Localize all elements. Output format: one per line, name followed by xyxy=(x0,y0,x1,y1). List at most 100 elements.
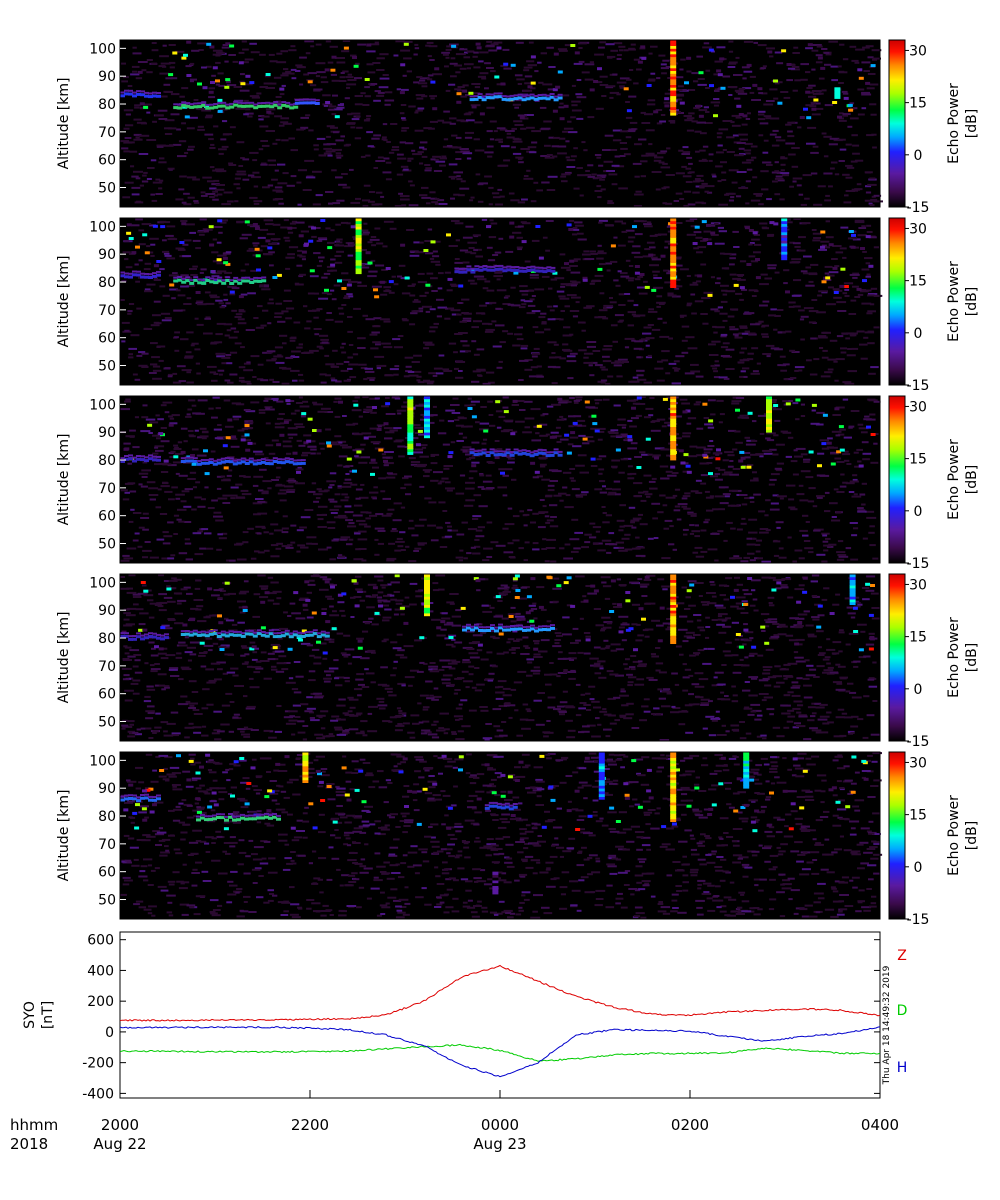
layer-pixel xyxy=(257,104,263,108)
noise-pixel xyxy=(366,115,372,117)
layer-pixel xyxy=(538,269,544,273)
echo-pixel xyxy=(698,71,704,75)
noise-pixel xyxy=(706,462,713,464)
noise-pixel xyxy=(129,429,136,432)
noise-pixel xyxy=(192,486,197,489)
noise-pixel xyxy=(216,262,225,265)
noise-pixel xyxy=(443,465,453,467)
noise-pixel xyxy=(859,493,866,496)
noise-pixel xyxy=(681,325,690,328)
noise-pixel xyxy=(869,525,875,528)
noise-pixel xyxy=(383,427,393,430)
noise-pixel xyxy=(156,538,165,541)
noise-pixel xyxy=(749,91,755,94)
noise-pixel xyxy=(679,198,685,200)
noise-pixel xyxy=(540,155,551,157)
noise-pixel xyxy=(215,299,223,302)
noise-pixel xyxy=(853,493,858,496)
noise-pixel xyxy=(871,49,882,52)
noise-pixel xyxy=(777,309,784,311)
noise-pixel xyxy=(350,112,361,115)
noise-pixel xyxy=(410,463,420,466)
noise-pixel xyxy=(217,369,225,372)
echo-pixel xyxy=(181,56,187,60)
noise-pixel xyxy=(265,108,276,111)
noise-pixel xyxy=(710,364,715,367)
noise-pixel xyxy=(253,513,261,516)
noise-pixel xyxy=(492,345,502,348)
noise-pixel xyxy=(862,458,870,461)
noise-pixel xyxy=(474,149,485,152)
noise-pixel xyxy=(342,415,347,417)
noise-pixel xyxy=(763,139,769,142)
echo-pixel xyxy=(641,56,647,60)
noise-pixel xyxy=(596,458,602,461)
noise-pixel xyxy=(358,523,368,526)
echo-pixel xyxy=(839,284,845,288)
noise-pixel xyxy=(492,448,498,451)
noise-pixel xyxy=(631,399,636,402)
noise-pixel xyxy=(811,229,817,231)
layer-edge-pixel xyxy=(526,266,532,269)
noise-pixel xyxy=(243,113,249,116)
noise-pixel xyxy=(600,381,606,384)
noise-pixel xyxy=(709,440,714,442)
noise-pixel xyxy=(701,297,711,300)
noise-pixel xyxy=(264,397,272,400)
noise-pixel xyxy=(531,295,536,297)
echo-pixel xyxy=(160,225,166,229)
noise-pixel xyxy=(150,193,155,196)
noise-pixel xyxy=(482,559,490,562)
echo-pixel xyxy=(143,105,149,109)
noise-pixel xyxy=(430,158,436,161)
noise-pixel xyxy=(197,530,203,533)
noise-pixel xyxy=(426,421,435,424)
echo-pixel xyxy=(773,79,778,83)
echo-pixel xyxy=(717,73,723,77)
noise-pixel xyxy=(375,203,383,206)
noise-pixel xyxy=(430,97,435,100)
layer-edge-pixel xyxy=(541,93,547,96)
noise-pixel xyxy=(806,142,816,145)
noise-pixel xyxy=(261,288,271,291)
noise-pixel xyxy=(445,409,455,412)
noise-pixel xyxy=(285,356,294,359)
noise-pixel xyxy=(372,341,381,344)
noise-pixel xyxy=(313,148,319,151)
noise-pixel xyxy=(212,190,218,193)
noise-pixel xyxy=(531,141,538,144)
noise-pixel xyxy=(408,457,416,460)
noise-pixel xyxy=(417,543,425,546)
noise-pixel xyxy=(419,241,424,244)
echo-pixel xyxy=(552,88,558,92)
noise-pixel xyxy=(808,487,816,490)
noise-pixel xyxy=(473,138,480,141)
noise-pixel xyxy=(489,219,494,222)
noise-pixel xyxy=(181,122,186,125)
noise-pixel xyxy=(589,61,594,64)
noise-pixel xyxy=(660,477,670,480)
noise-pixel xyxy=(160,62,171,65)
noise-pixel xyxy=(337,554,343,557)
echo-pixel xyxy=(265,239,271,243)
noise-pixel xyxy=(192,532,202,535)
noise-pixel xyxy=(363,184,371,187)
noise-pixel xyxy=(581,546,589,549)
noise-pixel xyxy=(552,470,562,473)
noise-pixel xyxy=(530,366,538,369)
noise-pixel xyxy=(168,61,176,64)
noise-pixel xyxy=(774,51,783,54)
noise-pixel xyxy=(138,351,146,354)
noise-pixel xyxy=(714,310,720,313)
noise-pixel xyxy=(813,237,821,239)
echo-pixel xyxy=(292,451,298,455)
noise-pixel xyxy=(699,462,710,465)
noise-pixel xyxy=(732,333,739,336)
noise-pixel xyxy=(586,345,596,348)
noise-pixel xyxy=(183,303,192,305)
noise-pixel xyxy=(572,315,578,318)
noise-pixel xyxy=(650,429,661,432)
noise-pixel xyxy=(767,234,774,237)
noise-pixel xyxy=(715,326,725,329)
noise-pixel xyxy=(787,436,794,439)
